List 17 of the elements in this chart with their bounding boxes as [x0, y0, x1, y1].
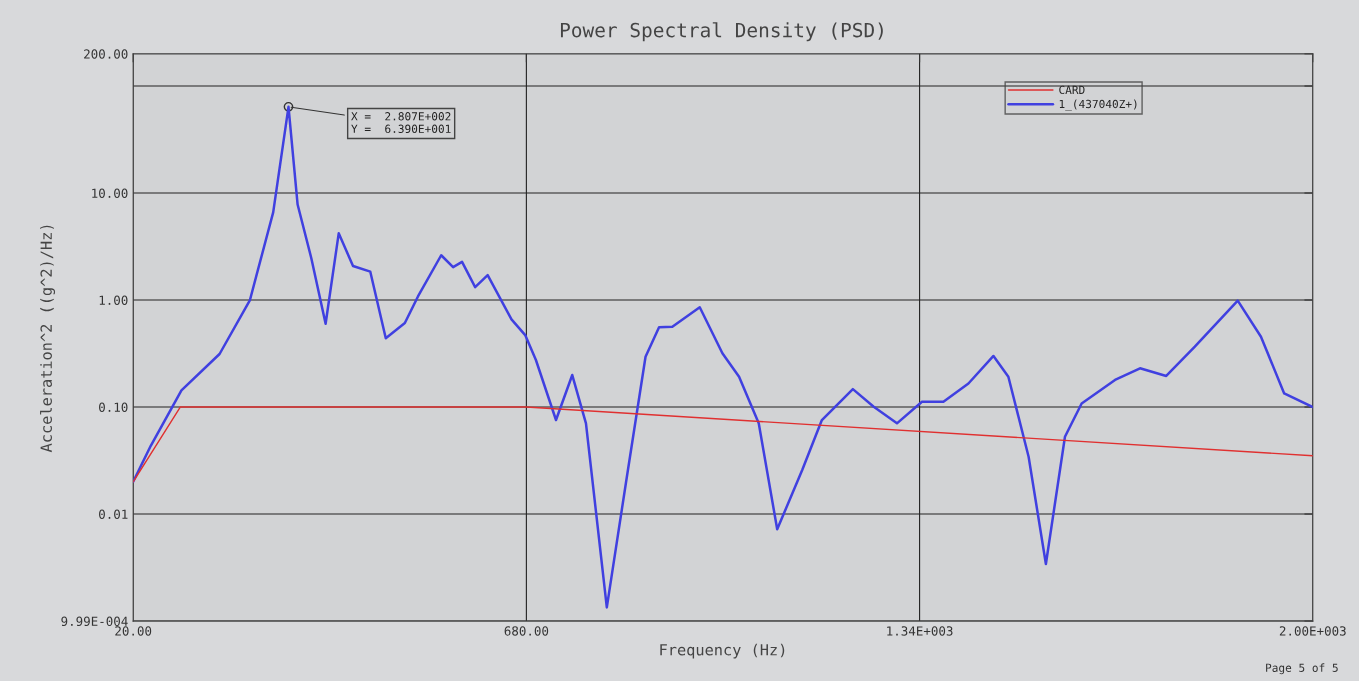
- y-tick-label: 200.00: [84, 49, 128, 59]
- x-tick-label: 680.00: [504, 626, 549, 636]
- y-tick-label: 9.99E-004: [61, 616, 128, 627]
- y-tick-label: 10.00: [92, 188, 128, 198]
- x-tick-label: 2.00E+003: [1279, 626, 1346, 636]
- x-axis-title: Frequency (Hz): [660, 643, 785, 659]
- y-axis-title: Acceleration^2 ((g^2)/Hz): [40, 225, 56, 453]
- chart-title: Power Spectral Density (PSD): [560, 22, 883, 42]
- y-tick-label: 0.01: [99, 509, 128, 519]
- annotation: X = 2.807E+002 Y = 6.390E+001: [351, 112, 451, 133]
- y-tick-label: 1.00: [99, 295, 128, 305]
- legend-label: 1_(437040Z+): [1059, 99, 1137, 111]
- legend-label: CARD: [1059, 85, 1085, 95]
- x-tick-label: 1.34E+003: [887, 626, 953, 636]
- x-tick-label: 20.00: [115, 626, 152, 636]
- text: Page 5 of 5: [1266, 663, 1338, 675]
- y-tick-label: 0.10: [99, 402, 128, 412]
